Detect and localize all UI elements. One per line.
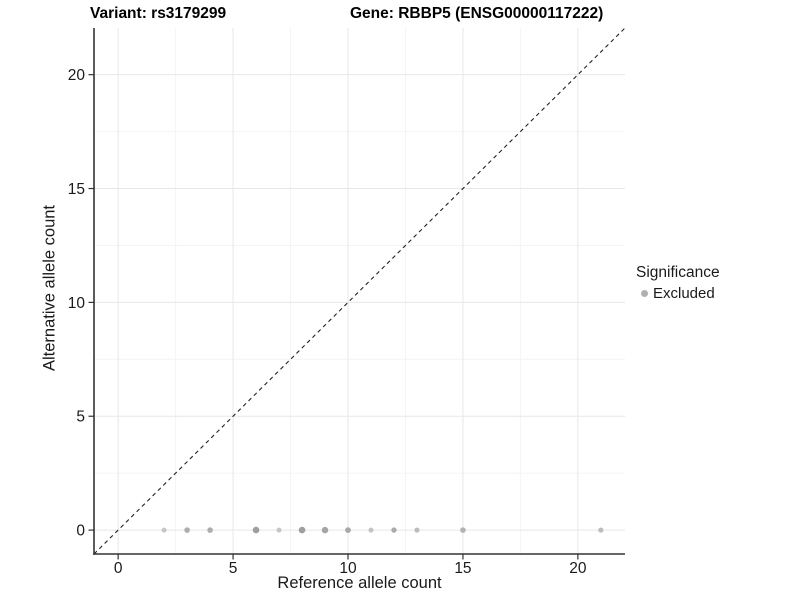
legend: Significance Excluded: [636, 264, 720, 302]
x-tick-label: 10: [339, 560, 357, 577]
x-tick-label: 5: [229, 560, 238, 577]
x-axis-title: Reference allele count: [277, 574, 442, 592]
data-point: [161, 527, 167, 533]
identity-dashed-line: [93, 27, 626, 555]
legend-item-excluded: Excluded: [636, 285, 720, 302]
data-point: [414, 527, 420, 533]
data-point: [391, 527, 397, 533]
y-tick-label: 20: [68, 67, 86, 84]
data-point: [298, 526, 306, 534]
y-tick-label: 5: [76, 409, 85, 426]
y-tick-label: 10: [68, 295, 86, 312]
data-point: [598, 527, 604, 533]
data-point: [345, 527, 351, 533]
data-point: [184, 527, 190, 533]
x-tick-label: 20: [569, 560, 587, 577]
legend-item-label: Excluded: [653, 285, 715, 302]
data-point: [252, 526, 260, 534]
legend-title: Significance: [636, 264, 720, 281]
y-axis-title: Alternative allele count: [40, 204, 59, 372]
data-point: [368, 527, 374, 533]
data-point: [321, 526, 329, 534]
y-tick-label: 15: [68, 181, 85, 198]
excluded-point-icon: [641, 290, 648, 297]
plot-title-variant: Variant: rs3179299: [90, 5, 227, 22]
plot-title-gene: Gene: RBBP5 (ENSG00000117222): [350, 5, 604, 22]
data-point: [460, 527, 466, 533]
x-tick-label: 0: [114, 560, 123, 577]
y-tick-label: 0: [76, 523, 85, 540]
data-point: [207, 527, 213, 533]
data-point: [276, 527, 282, 533]
x-tick-label: 15: [454, 560, 471, 577]
